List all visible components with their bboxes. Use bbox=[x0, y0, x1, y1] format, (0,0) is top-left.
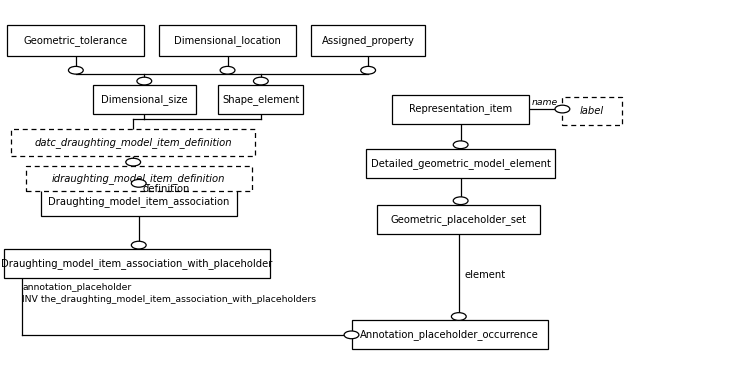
Circle shape bbox=[132, 241, 147, 249]
Text: Geometric_tolerance: Geometric_tolerance bbox=[24, 35, 128, 46]
Circle shape bbox=[454, 197, 468, 205]
Text: Shape_element: Shape_element bbox=[222, 94, 300, 105]
FancyBboxPatch shape bbox=[11, 129, 255, 156]
FancyBboxPatch shape bbox=[366, 149, 555, 178]
Text: Dimensional_location: Dimensional_location bbox=[174, 35, 281, 46]
FancyBboxPatch shape bbox=[26, 166, 252, 191]
Circle shape bbox=[221, 66, 235, 74]
Circle shape bbox=[132, 179, 147, 187]
Text: Dimensional_size: Dimensional_size bbox=[101, 94, 188, 105]
Text: label: label bbox=[580, 106, 604, 116]
FancyBboxPatch shape bbox=[4, 249, 270, 278]
Text: Draughting_model_item_association: Draughting_model_item_association bbox=[48, 196, 229, 207]
Circle shape bbox=[454, 141, 468, 149]
FancyBboxPatch shape bbox=[377, 205, 540, 234]
Text: annotation_placeholder: annotation_placeholder bbox=[22, 283, 132, 291]
Text: Representation_item: Representation_item bbox=[409, 103, 512, 115]
Text: idraughting_model_item_definition: idraughting_model_item_definition bbox=[52, 173, 226, 184]
FancyBboxPatch shape bbox=[41, 187, 237, 216]
Text: definition: definition bbox=[143, 184, 190, 194]
Text: datc_draughting_model_item_definition: datc_draughting_model_item_definition bbox=[34, 137, 232, 148]
FancyBboxPatch shape bbox=[562, 96, 622, 125]
FancyBboxPatch shape bbox=[7, 25, 144, 56]
FancyBboxPatch shape bbox=[311, 25, 426, 56]
FancyBboxPatch shape bbox=[352, 320, 548, 349]
Text: element: element bbox=[465, 270, 506, 280]
Circle shape bbox=[344, 331, 359, 339]
FancyBboxPatch shape bbox=[392, 95, 529, 124]
Text: Detailed_geometric_model_element: Detailed_geometric_model_element bbox=[371, 157, 551, 169]
Circle shape bbox=[361, 66, 375, 74]
FancyBboxPatch shape bbox=[218, 85, 303, 114]
FancyBboxPatch shape bbox=[92, 85, 196, 114]
Text: Geometric_placeholder_set: Geometric_placeholder_set bbox=[391, 213, 527, 225]
Text: Annotation_placeholder_occurrence: Annotation_placeholder_occurrence bbox=[360, 329, 539, 340]
Circle shape bbox=[126, 158, 141, 166]
Text: Draughting_model_item_association_with_placeholder: Draughting_model_item_association_with_p… bbox=[1, 258, 272, 269]
FancyBboxPatch shape bbox=[159, 25, 296, 56]
Text: INV the_draughting_model_item_association_with_placeholders: INV the_draughting_model_item_associatio… bbox=[22, 295, 316, 304]
Circle shape bbox=[137, 77, 152, 85]
Circle shape bbox=[253, 77, 269, 85]
Text: Assigned_property: Assigned_property bbox=[322, 35, 414, 46]
Circle shape bbox=[451, 313, 466, 320]
Circle shape bbox=[68, 66, 83, 74]
Circle shape bbox=[555, 105, 570, 113]
Text: name: name bbox=[531, 98, 557, 107]
